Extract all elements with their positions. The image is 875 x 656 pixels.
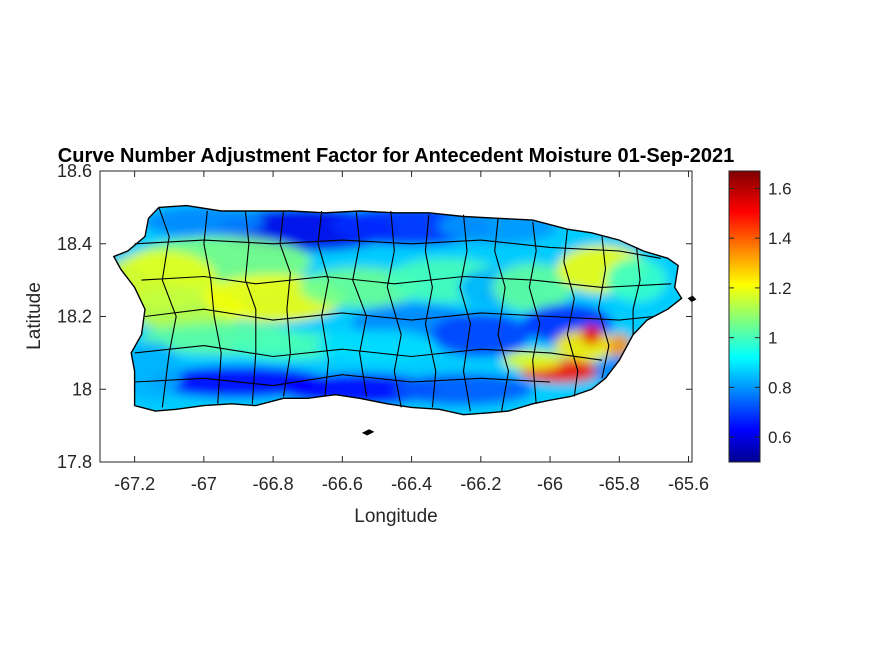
- municipal-boundary: [352, 210, 368, 397]
- y-tick-label: 17.8: [57, 452, 92, 472]
- small-island-east: [687, 295, 697, 302]
- municipal-boundary: [158, 207, 177, 408]
- x-tick-label: -66.2: [460, 474, 501, 494]
- municipal-boundary: [632, 247, 641, 335]
- colorbar-tick-label: 1.2: [768, 279, 792, 298]
- municipal-boundary: [424, 214, 437, 408]
- x-axis-ticks: -67.2 -67 -66.8 -66.6 -66.4 -66.2 -66 -65.8 -65.…: [114, 171, 709, 494]
- x-tick-label: -66.8: [253, 474, 294, 494]
- municipal-boundaries: [112, 204, 697, 436]
- x-tick-label: -66.4: [391, 474, 432, 494]
- colorbar-tick-label: 1: [768, 329, 777, 348]
- y-tick-label: 18: [72, 379, 92, 399]
- municipal-boundary: [563, 229, 579, 397]
- y-tick-label: 18.6: [57, 161, 92, 181]
- colorbar-tick-label: 0.8: [768, 378, 792, 397]
- municipal-boundary: [386, 210, 402, 408]
- caja-de-muertos-island: [361, 429, 375, 436]
- x-tick-label: -66: [537, 474, 563, 494]
- municipal-boundary: [494, 218, 510, 412]
- chart-title: Curve Number Adjustment Factor for Antec…: [58, 145, 734, 167]
- municipal-boundary: [134, 239, 661, 259]
- x-tick-label: -66.6: [322, 474, 363, 494]
- y-axis-label: Latitude: [24, 282, 45, 350]
- y-tick-label: 18.2: [57, 307, 92, 327]
- municipal-boundary: [203, 210, 222, 404]
- colorbar-tick-label: 0.6: [768, 428, 792, 447]
- municipal-boundary: [279, 210, 291, 397]
- municipal-boundary: [459, 214, 471, 412]
- x-tick-label: -67.2: [114, 474, 155, 494]
- municipal-boundary: [244, 210, 257, 404]
- colorbar-ticks: 0.6 0.8 1 1.2 1.4 1.6: [729, 179, 792, 447]
- municipal-boundary: [134, 345, 603, 361]
- x-axis-label: Longitude: [354, 506, 437, 527]
- x-tick-label: -65.6: [668, 474, 709, 494]
- y-tick-label: 18.4: [57, 234, 92, 254]
- island-outline: [112, 204, 683, 416]
- municipal-boundary: [317, 210, 330, 397]
- municipal-boundary: [597, 236, 610, 379]
- y-axis-ticks: 17.8 18 18.2 18.4 18.6: [57, 161, 692, 472]
- municipal-boundary: [144, 308, 654, 321]
- colorbar-tick-label: 1.4: [768, 229, 792, 248]
- x-tick-label: -65.8: [599, 474, 640, 494]
- colorbar-tick-label: 1.6: [768, 179, 792, 198]
- municipal-boundary: [134, 374, 551, 387]
- x-tick-label: -67: [191, 474, 217, 494]
- municipal-boundary: [141, 275, 672, 288]
- colorbar: [728, 170, 761, 463]
